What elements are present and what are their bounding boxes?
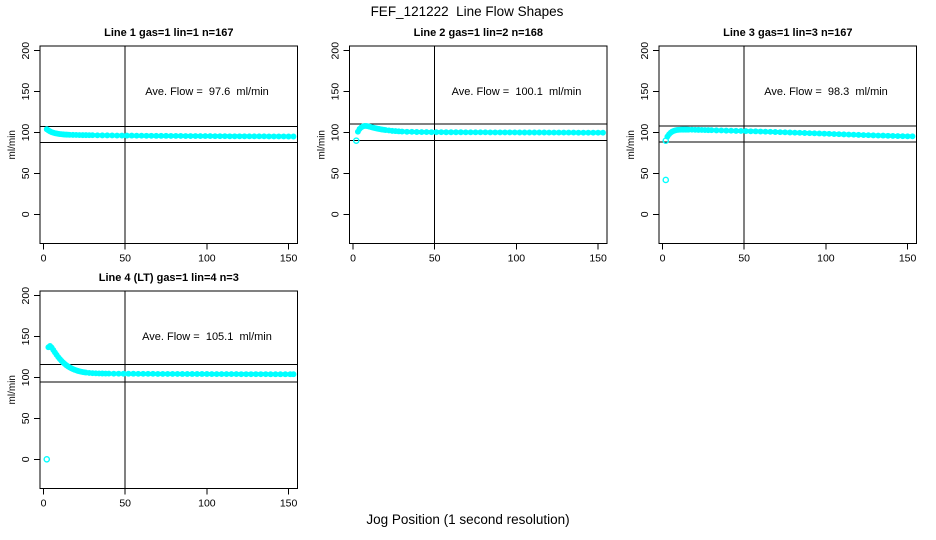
x-tick-label: 150 — [899, 253, 917, 265]
x-tick-label: 100 — [817, 253, 835, 265]
outlier-point — [662, 137, 670, 144]
flow-point — [385, 127, 392, 134]
ave-flow-annotation-line3: Ave. Flow = 98.3 ml/min — [764, 85, 888, 98]
flow-point — [909, 133, 916, 140]
x-tick-label: 50 — [738, 253, 750, 265]
y-tick-label: 200 — [20, 287, 32, 305]
flow-point — [79, 132, 86, 139]
y-tick-label: 150 — [20, 328, 32, 346]
panel-title-line1: Line 1 gas=1 lin=1 n=167 — [104, 27, 234, 39]
panel-title-line4: Line 4 (LT) gas=1 lin=4 n=3 — [98, 272, 239, 284]
flow-point — [86, 369, 93, 376]
flow-point — [290, 133, 297, 140]
panel-box — [39, 290, 298, 489]
y-axis-title: ml/min — [626, 130, 637, 159]
flow-point — [688, 126, 695, 133]
ave-flow-annotation-line2: Ave. Flow = 100.1 ml/min — [451, 85, 582, 98]
outlier-point — [662, 176, 670, 184]
y-tick-label: 50 — [20, 167, 32, 179]
x-tick-label: 0 — [350, 253, 356, 265]
ave-flow-annotation-line4: Ave. Flow = 105.1 ml/min — [142, 330, 272, 343]
x-tick-label: 0 — [660, 253, 666, 265]
flow-point — [698, 127, 705, 133]
panel-box — [658, 45, 917, 244]
flow-point — [392, 128, 399, 135]
flow-point — [96, 370, 103, 377]
flow-point — [685, 126, 692, 133]
y-tick-label: 100 — [20, 369, 32, 387]
flow-point — [76, 132, 83, 138]
flow-point — [83, 369, 89, 376]
panel-1: 0 50 100 150 0 50 100 150 200 ml/min — [7, 42, 298, 265]
flow-point — [86, 132, 93, 139]
flow-point — [395, 128, 402, 135]
flow-point — [69, 131, 76, 138]
flow-point — [102, 370, 109, 377]
flow-point — [702, 127, 708, 133]
y-tick-label: 0 — [639, 211, 651, 217]
y-tick-label: 0 — [20, 211, 32, 217]
y-tick-label: 200 — [20, 42, 32, 60]
x-tick-label: 100 — [198, 253, 216, 265]
y-tick-label: 50 — [639, 167, 651, 179]
flow-point — [382, 127, 389, 133]
x-axis-title: Jog Position (1 second resolution) — [366, 512, 570, 527]
x-tick-label: 0 — [41, 253, 47, 265]
figure-title: FEF_121222 Line Flow Shapes — [370, 4, 564, 19]
y-tick-label: 200 — [639, 42, 651, 60]
panel-title-line2: Line 2 gas=1 lin=2 n=168 — [413, 27, 543, 39]
flow-point — [89, 370, 96, 377]
flow-point — [73, 132, 80, 138]
panel-box — [39, 45, 298, 244]
flow-point — [83, 132, 89, 139]
panel-3: 0 50 100 150 0 50 100 150 200 ml/min — [626, 42, 917, 265]
y-tick-label: 0 — [330, 211, 342, 217]
flow-point — [99, 370, 106, 377]
x-tick-label: 100 — [508, 253, 526, 265]
panel-2: 0 50 100 150 0 50 100 150 200 ml/min — [317, 42, 608, 265]
y-axis-title: ml/min — [7, 375, 18, 404]
flow-point — [600, 129, 606, 136]
y-axis-title: ml/min — [7, 130, 18, 159]
x-tick-label: 0 — [41, 498, 47, 510]
x-tick-label: 100 — [198, 498, 216, 510]
y-tick-label: 50 — [330, 167, 342, 179]
panel-title-line3: Line 3 gas=1 lin=3 n=167 — [723, 27, 853, 39]
y-tick-label: 150 — [330, 83, 342, 101]
y-tick-label: 50 — [20, 412, 32, 424]
y-tick-label: 100 — [639, 124, 651, 142]
x-tick-label: 50 — [119, 498, 131, 510]
x-tick-label: 50 — [119, 253, 131, 265]
x-tick-label: 150 — [280, 253, 298, 265]
panel-box — [349, 45, 608, 244]
flow-point — [290, 371, 297, 378]
y-tick-label: 100 — [330, 124, 342, 142]
y-axis-title: ml/min — [317, 130, 328, 159]
flow-point — [705, 127, 712, 134]
flow-point — [92, 370, 99, 377]
y-tick-label: 100 — [20, 124, 32, 142]
x-tick-label: 150 — [280, 498, 298, 510]
y-tick-label: 0 — [20, 456, 32, 462]
outlier-point — [43, 455, 51, 463]
flow-point — [695, 126, 702, 133]
x-tick-label: 150 — [589, 253, 607, 265]
y-tick-label: 150 — [20, 83, 32, 101]
y-tick-label: 200 — [330, 42, 342, 60]
y-tick-label: 150 — [639, 83, 651, 101]
flow-point — [66, 131, 73, 138]
panel-4: 0 50 100 150 0 50 100 150 200 ml/min — [7, 287, 298, 510]
flow-point — [692, 126, 699, 133]
outlier-point — [352, 137, 360, 144]
flow-point — [287, 371, 294, 378]
flow-point — [389, 127, 396, 134]
x-tick-label: 50 — [429, 253, 441, 265]
ave-flow-annotation-line1: Ave. Flow = 97.6 ml/min — [145, 85, 269, 98]
